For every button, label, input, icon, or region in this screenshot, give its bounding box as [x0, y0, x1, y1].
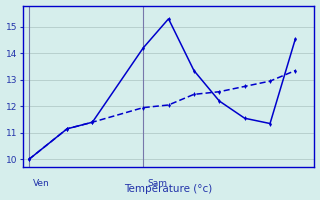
Text: Sam: Sam: [147, 179, 167, 188]
X-axis label: Température (°c): Température (°c): [124, 184, 213, 194]
Text: Ven: Ven: [33, 179, 50, 188]
